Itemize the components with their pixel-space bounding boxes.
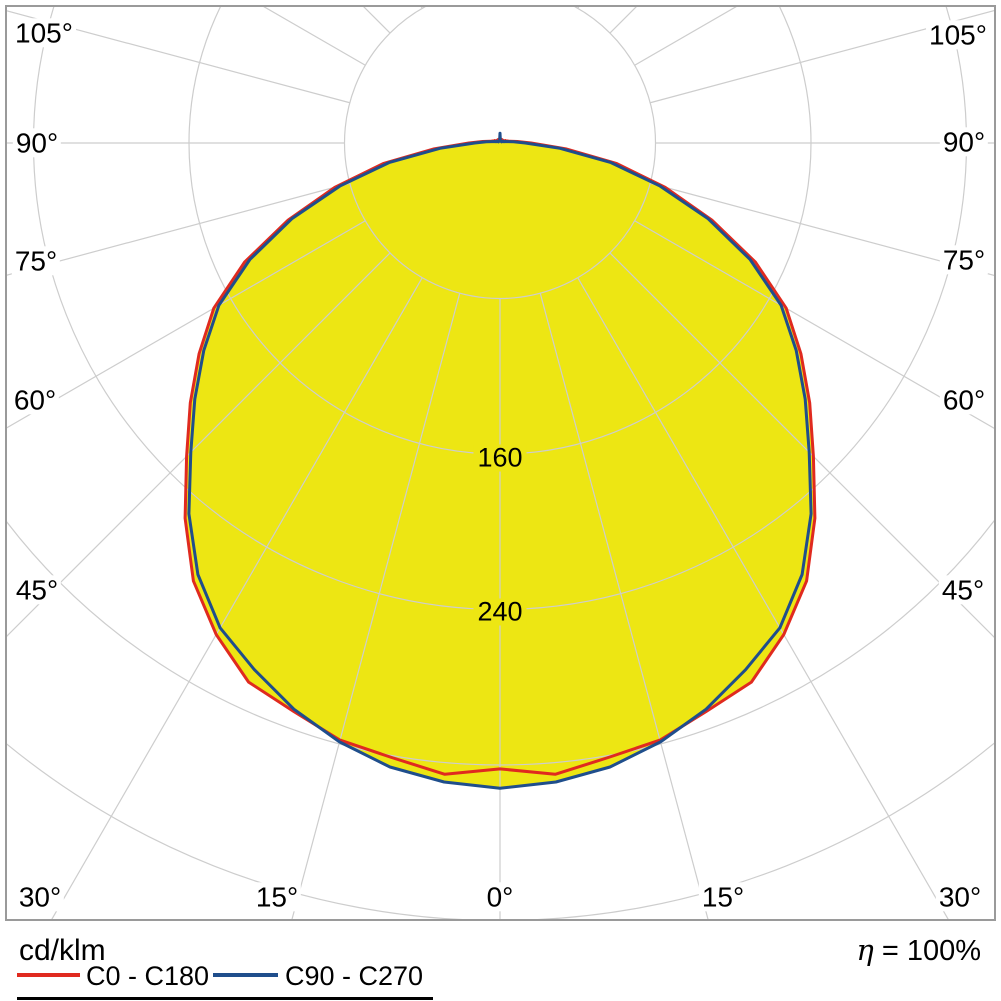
grid-spoke bbox=[51, 277, 423, 919]
eta-symbol: η bbox=[856, 933, 874, 967]
plot-border bbox=[5, 5, 996, 921]
curve-c90-c270 bbox=[187, 131, 813, 790]
grid-spoke bbox=[650, 10, 994, 104]
grid-spoke bbox=[577, 7, 580, 9]
grid-spoke bbox=[650, 182, 994, 276]
grid-spoke bbox=[7, 252, 391, 637]
grid-spoke bbox=[7, 182, 350, 276]
legend-label-c0-c180: C0 - C180 bbox=[86, 961, 210, 991]
grid-spoke bbox=[363, 7, 391, 34]
legend-swatch-c90-c270 bbox=[213, 973, 278, 977]
grid-spoke bbox=[609, 252, 994, 638]
grid-spoke bbox=[420, 7, 423, 9]
grid-spoke bbox=[7, 10, 350, 104]
grid-spoke bbox=[291, 293, 461, 919]
units-label: cd/klm bbox=[19, 934, 106, 967]
grid-spoke bbox=[539, 293, 709, 919]
footer-divider bbox=[17, 997, 433, 1000]
legend-label-c90-c270: C90 - C270 bbox=[285, 961, 424, 991]
legend-swatch-c0-c180 bbox=[17, 973, 80, 977]
grid-spoke bbox=[634, 220, 994, 429]
grid-spoke bbox=[609, 7, 637, 34]
grid-spoke bbox=[577, 277, 949, 919]
eta-value: = 100% bbox=[881, 935, 981, 967]
light-output-ratio: η = 100% bbox=[856, 933, 981, 968]
grid-spoke bbox=[263, 7, 366, 66]
grid-spoke bbox=[7, 220, 366, 429]
grid-spoke bbox=[634, 7, 737, 66]
